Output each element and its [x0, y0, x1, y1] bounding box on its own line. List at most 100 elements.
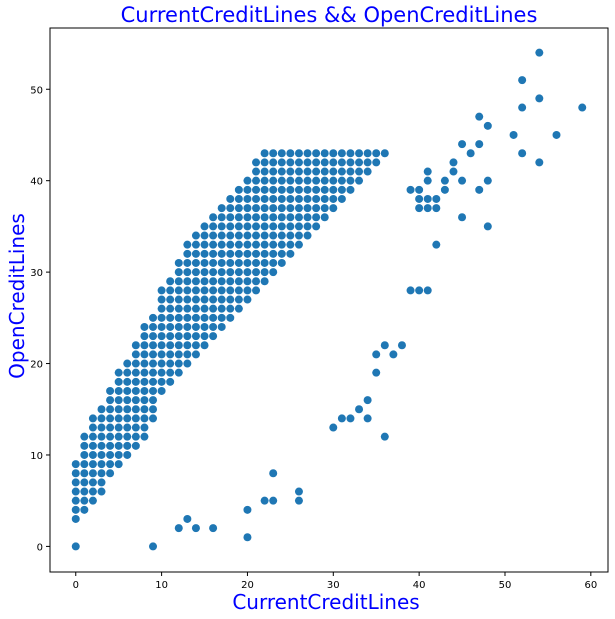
data-point: [200, 249, 209, 258]
data-point: [209, 295, 218, 304]
data-point: [423, 176, 432, 185]
data-point: [337, 167, 346, 176]
data-point: [97, 405, 106, 414]
data-point: [88, 432, 97, 441]
data-point: [217, 268, 226, 277]
data-point: [217, 286, 226, 295]
data-point: [123, 432, 132, 441]
data-point: [140, 368, 149, 377]
data-point: [131, 396, 140, 405]
data-point: [166, 341, 175, 350]
data-point: [217, 231, 226, 240]
data-point: [294, 222, 303, 231]
data-point: [140, 377, 149, 386]
data-point: [191, 258, 200, 267]
data-point: [269, 222, 278, 231]
data-point: [243, 240, 252, 249]
data-point: [191, 524, 200, 533]
data-point: [337, 194, 346, 203]
data-point: [200, 268, 209, 277]
data-point: [260, 268, 269, 277]
y-tick-label: 20: [30, 360, 43, 371]
data-point: [114, 386, 123, 395]
data-point: [140, 396, 149, 405]
data-point: [226, 295, 235, 304]
data-point: [303, 204, 312, 213]
data-point: [97, 487, 106, 496]
data-point: [294, 158, 303, 167]
data-point: [346, 414, 355, 423]
data-point: [131, 341, 140, 350]
data-point: [303, 176, 312, 185]
data-point: [234, 240, 243, 249]
data-point: [286, 149, 295, 158]
data-point: [234, 286, 243, 295]
data-point: [303, 167, 312, 176]
chart-title: CurrentCreditLines && OpenCreditLines: [121, 3, 538, 27]
data-point: [483, 222, 492, 231]
data-point: [277, 213, 286, 222]
data-point: [131, 423, 140, 432]
data-point: [200, 341, 209, 350]
data-point: [183, 249, 192, 258]
data-point: [234, 213, 243, 222]
data-point: [97, 469, 106, 478]
data-point: [114, 460, 123, 469]
data-point: [329, 176, 338, 185]
data-point: [71, 514, 80, 523]
data-point: [191, 286, 200, 295]
data-point: [243, 295, 252, 304]
data-point: [320, 176, 329, 185]
data-point: [243, 277, 252, 286]
data-point: [518, 149, 527, 158]
data-point: [277, 176, 286, 185]
data-point: [260, 231, 269, 240]
data-point: [80, 460, 89, 469]
data-point: [191, 231, 200, 240]
data-point: [183, 359, 192, 368]
data-point: [217, 240, 226, 249]
data-point: [183, 268, 192, 277]
data-point: [509, 130, 518, 139]
data-point: [269, 258, 278, 267]
data-point: [226, 304, 235, 313]
data-point: [191, 322, 200, 331]
data-point: [252, 204, 261, 213]
data-point: [380, 149, 389, 158]
data-point: [286, 213, 295, 222]
data-point: [191, 350, 200, 359]
data-point: [260, 204, 269, 213]
data-point: [106, 405, 115, 414]
data-point: [458, 140, 467, 149]
data-point: [183, 350, 192, 359]
data-point: [157, 322, 166, 331]
data-point: [260, 258, 269, 267]
data-point: [312, 222, 321, 231]
data-point: [191, 249, 200, 258]
data-point: [131, 405, 140, 414]
data-point: [97, 460, 106, 469]
data-point: [226, 258, 235, 267]
data-point: [363, 158, 372, 167]
data-point: [71, 478, 80, 487]
data-point: [123, 377, 132, 386]
data-point: [226, 313, 235, 322]
data-point: [149, 414, 158, 423]
data-point: [131, 441, 140, 450]
data-point: [243, 258, 252, 267]
x-axis-label: CurrentCreditLines: [232, 590, 419, 614]
data-point: [337, 176, 346, 185]
data-point: [329, 167, 338, 176]
data-point: [217, 213, 226, 222]
data-point: [174, 350, 183, 359]
data-point: [252, 176, 261, 185]
data-point: [174, 258, 183, 267]
data-point: [106, 432, 115, 441]
data-point: [243, 222, 252, 231]
data-point: [518, 103, 527, 112]
data-point: [200, 222, 209, 231]
data-point: [226, 222, 235, 231]
data-point: [149, 322, 158, 331]
data-point: [88, 450, 97, 459]
data-point: [303, 158, 312, 167]
